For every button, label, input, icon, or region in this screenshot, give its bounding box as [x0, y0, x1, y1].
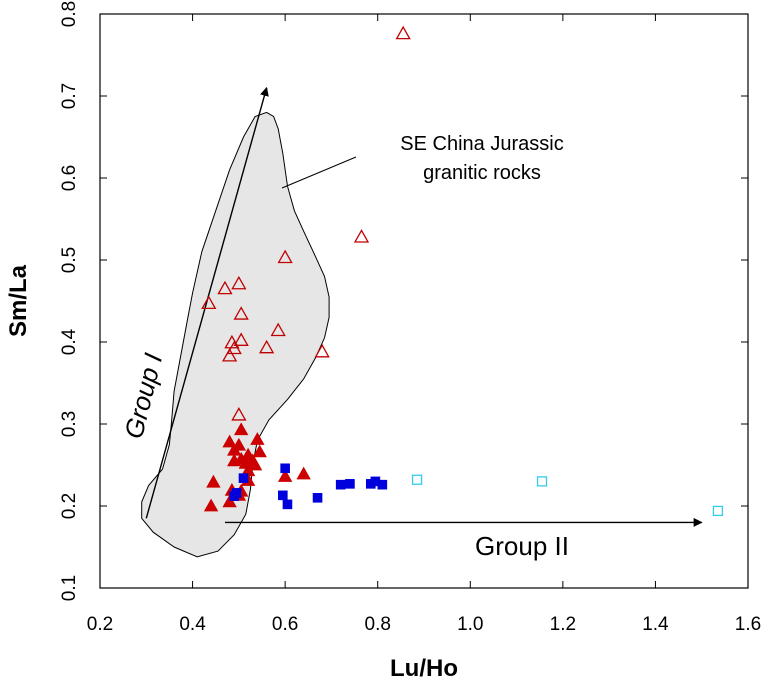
- data-point-open-triangle: [226, 340, 242, 355]
- y-tick-label: 0.4: [59, 328, 80, 355]
- y-tick-label: 0.6: [59, 165, 80, 191]
- granite-field-outline: [141, 111, 330, 558]
- data-point-open-square: [411, 474, 423, 485]
- data-point-open-square: [536, 476, 548, 487]
- data-point-filled-square: [280, 463, 290, 474]
- data-point-filled-square: [345, 479, 355, 489]
- x-tick-label: 1.4: [642, 614, 669, 635]
- x-tick-label: 1.6: [735, 614, 761, 635]
- data-point-open-triangle: [224, 334, 240, 349]
- data-point-open-triangle: [233, 306, 249, 320]
- data-point-filled-square: [229, 491, 240, 501]
- data-point-open-triangle: [231, 275, 247, 290]
- data-point-open-triangle: [217, 280, 233, 295]
- data-point-open-triangle: [277, 249, 293, 264]
- y-tick-label: 0.2: [59, 493, 80, 519]
- y-tick-label: 0.7: [59, 83, 80, 109]
- data-point-filled-triangle: [250, 432, 265, 445]
- axis-ticks: 0.2 0.4 0.6 0.8 1.0 1.2 1.4 1.6 0.1 0.2 0.3 0.4 0.5 0…: [59, 1, 761, 635]
- y-tick-label: 0.5: [59, 247, 80, 273]
- data-point-open-triangle: [353, 229, 370, 243]
- x-tick-label: 0.2: [87, 614, 113, 635]
- data-point-open-triangle: [231, 407, 247, 421]
- group-ii-label: Group II: [475, 531, 569, 561]
- data-point-open-triangle: [259, 339, 275, 354]
- group-i-arrow: [145, 86, 269, 519]
- data-point-filled-triangle: [296, 466, 311, 480]
- data-point-filled-square: [377, 479, 388, 490]
- data-point-open-triangle: [314, 343, 330, 358]
- data-point-open-square: [712, 505, 724, 517]
- data-point-filled-triangle: [222, 434, 237, 448]
- field-label-line: SE China Jurassic: [400, 133, 563, 155]
- data-point-filled-triangle: [233, 422, 249, 436]
- data-point-open-triangle: [270, 322, 286, 337]
- y-tick-label: 0.8: [59, 1, 80, 27]
- x-tick-label: 1.0: [457, 614, 483, 635]
- x-tick-label: 1.2: [550, 614, 576, 635]
- group-i-label: Group I: [118, 350, 168, 441]
- y-axis-title: Sm/La: [5, 264, 32, 337]
- field-label-line: granitic rocks: [423, 162, 541, 184]
- plot-area-frame: [99, 13, 749, 589]
- x-tick-label: 0.4: [179, 614, 206, 635]
- data-point-filled-square: [278, 490, 288, 501]
- x-tick-label: 0.8: [365, 614, 391, 635]
- data-point-open-triangle: [201, 295, 217, 310]
- data-point-filled-triangle: [206, 474, 221, 488]
- data-point-open-triangle: [395, 25, 411, 40]
- data-point-filled-triangle: [222, 494, 237, 508]
- data-point-filled-square: [335, 479, 346, 490]
- data-points: [201, 25, 724, 517]
- data-point-filled-square: [238, 473, 249, 483]
- data-point-filled-square: [282, 499, 293, 510]
- x-tick-label: 0.6: [272, 614, 298, 635]
- data-point-filled-triangle: [203, 498, 219, 512]
- y-tick-label: 0.1: [59, 575, 80, 601]
- granite-field-layer: [141, 111, 330, 558]
- data-point-open-triangle: [221, 348, 238, 362]
- x-axis-title: Lu/Ho: [390, 655, 458, 682]
- data-point-filled-triangle: [252, 444, 267, 458]
- data-point-filled-triangle: [227, 453, 242, 467]
- trend-arrows: [145, 86, 703, 527]
- data-point-open-triangle: [233, 332, 249, 346]
- data-point-filled-square: [312, 492, 323, 503]
- y-tick-label: 0.3: [59, 411, 80, 437]
- field-leader-line: [281, 156, 357, 189]
- data-point-filled-triangle: [277, 469, 293, 482]
